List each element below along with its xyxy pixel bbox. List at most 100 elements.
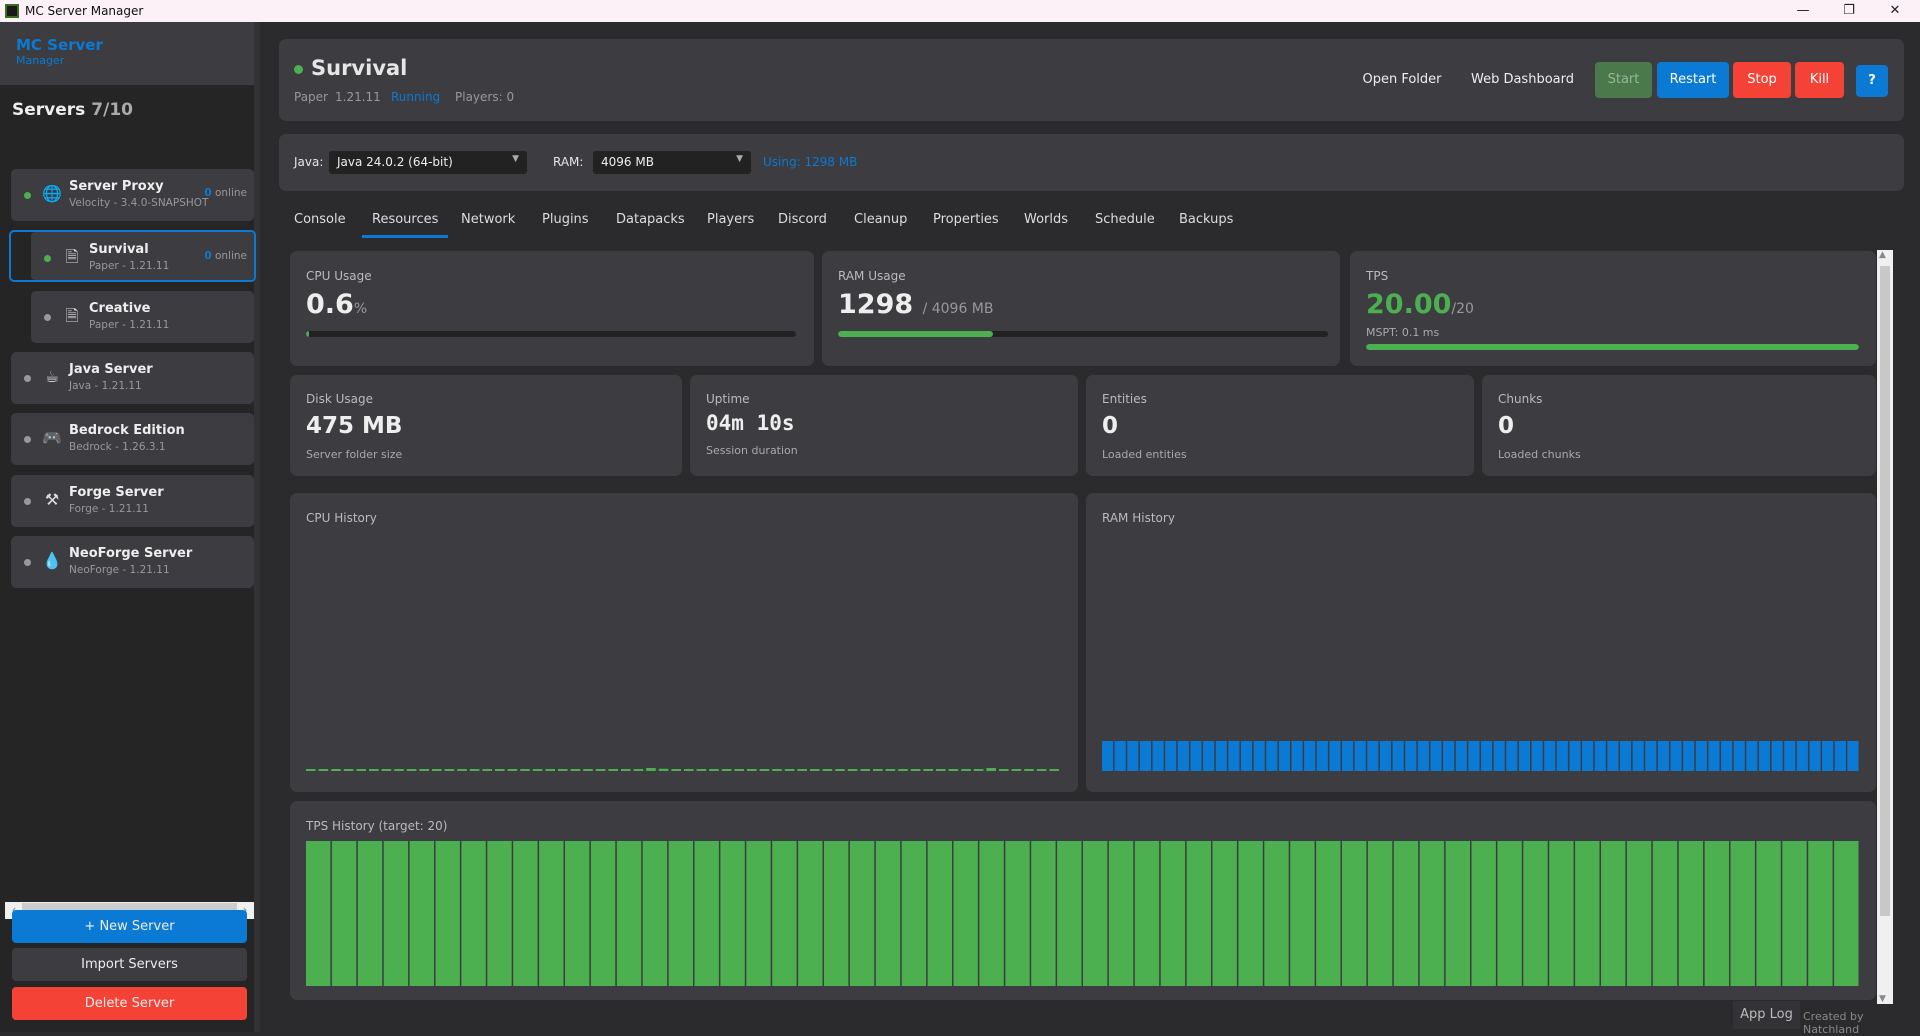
server-item[interactable]: 🌐 Server Proxy Velocity - 3.4.0-SNAPSHOT 0 … [11,169,254,221]
cpu-history-bar [759,769,770,771]
credit-text: Created by Natchland [1803,1010,1864,1036]
uptime-label: Uptime [706,392,750,406]
cpu-history-bar [696,769,707,771]
cpu-history-chart [306,768,1059,771]
server-type: Paper [294,90,328,104]
minimize-button[interactable]: — [1796,3,1810,18]
help-button[interactable]: ? [1856,65,1888,97]
kill-button[interactable]: Kill [1795,62,1844,98]
tps-history-bar [1549,841,1574,986]
tps-history-bar [1471,841,1496,986]
app-logo-icon [5,4,19,18]
tps-history-bar [1186,841,1211,986]
tps-history-bar [1523,841,1548,986]
ram-history-bar [1354,741,1366,771]
scrollbar-thumb[interactable] [1880,266,1890,916]
servers-heading: Servers 7/10 [12,100,133,120]
server-item[interactable]: 🗎 Creative Paper - 1.21.11 [31,291,254,343]
cpu-history-bar [469,769,480,771]
ram-history-bar [1114,741,1126,771]
tps-history-bar [1160,841,1186,986]
tps-history-bar [720,841,745,986]
java-select[interactable]: Java 24.0.2 (64-bit) ▼ [329,151,527,174]
tps-history-bar [849,841,875,986]
tps-history-bar [513,841,538,986]
start-button[interactable]: Start [1595,62,1652,98]
tab-resources[interactable]: Resources [362,212,449,238]
tps-unit: /20 [1451,301,1474,317]
ram-history-bar [1278,741,1290,771]
web-dashboard-button[interactable]: Web Dashboard [1470,72,1574,87]
cpu-history-bar [356,769,366,771]
tab-console[interactable]: Console [294,212,346,227]
cpu-history-bar [419,769,429,771]
ram-history-bar [1834,741,1846,771]
open-folder-button[interactable]: Open Folder [1362,72,1442,87]
ram-history-bar [1127,741,1139,771]
new-server-button[interactable]: + New Server [12,910,247,943]
tps-history-bar [409,841,434,986]
tab-players[interactable]: Players [707,212,755,227]
server-subtitle: Paper - 1.21.11 [89,260,170,272]
sidebar: MC Server Manager Servers 7/10 🌐 Server Pr… [0,22,260,1032]
maximize-button[interactable]: ❐ [1843,3,1855,18]
cpu-progress-bar [306,331,796,337]
tps-history-bar [435,841,460,986]
entities-card: Entities 0 Loaded entities [1086,375,1474,476]
ram-progress-bar [838,331,1328,337]
close-button[interactable]: ✕ [1889,3,1901,18]
online-count: 0 online [204,250,247,262]
server-name: Bedrock Edition [69,423,185,438]
server-subtitle: NeoForge - 1.21.11 [69,564,170,576]
disk-label: Disk Usage [306,392,373,406]
app-log-button[interactable]: App Log [1733,1001,1800,1029]
cpu-history-bar [394,769,404,771]
server-item[interactable]: ☕ Java Server Java - 1.21.11 [11,352,254,404]
entities-label: Entities [1102,392,1147,406]
tps-history-bar [772,841,797,986]
brand-title: MC Server [16,36,103,54]
tab-datapacks[interactable]: Datapacks [616,212,685,227]
ram-history-bar [1556,741,1568,771]
tab-plugins[interactable]: Plugins [542,212,589,227]
tab-schedule[interactable]: Schedule [1095,212,1155,227]
tps-history-bar [642,841,668,986]
ram-history-bar [1531,741,1543,771]
tab-discord[interactable]: Discord [778,212,827,227]
document-icon: 🗎 [65,306,79,325]
tps-history-bar [1238,841,1263,986]
scroll-down-icon[interactable]: ▼ [1879,994,1886,1004]
status-dot [44,314,51,321]
cpu-history-bar [873,769,883,771]
cpu-unit: % [353,301,368,317]
server-subtitle: Velocity - 3.4.0-SNAPSHOT [69,197,209,209]
tab-worlds[interactable]: Worlds [1024,212,1069,227]
server-item[interactable]: 🗎 Survival Paper - 1.21.11 0 online [9,230,256,282]
vertical-scrollbar[interactable]: ▲ ▼ [1877,250,1893,1004]
cpu-history-bar [432,769,442,771]
server-item[interactable]: ⚒ Forge Server Forge - 1.21.11 [11,475,254,527]
ram-select[interactable]: 4096 MB ▼ [593,151,751,174]
restart-button[interactable]: Restart [1657,62,1729,98]
scroll-up-icon[interactable]: ▲ [1879,250,1886,260]
status-dot [24,192,31,199]
delete-server-button[interactable]: Delete Server [12,987,247,1020]
cpu-history-bar [936,769,946,771]
servers-heading-label: Servers [12,100,86,120]
tab-cleanup[interactable]: Cleanup [854,212,908,227]
import-servers-button[interactable]: Import Servers [12,948,247,981]
server-item[interactable]: 💧 NeoForge Server NeoForge - 1.21.11 [11,536,254,588]
tab-properties[interactable]: Properties [933,212,999,227]
cpu-history-bar [923,769,933,771]
tps-history-bar [875,841,901,986]
tab-backups[interactable]: Backups [1179,212,1234,227]
tps-history-bar [383,841,409,986]
ram-history-bar [1632,741,1644,771]
tps-history-bar [1393,841,1419,986]
tab-network[interactable]: Network [461,212,516,227]
stop-button[interactable]: Stop [1733,62,1791,98]
server-item[interactable]: 🎮 Bedrock Edition Bedrock - 1.26.3.1 [11,413,254,465]
ram-history-bar [1758,741,1771,771]
tps-value-number: 20.00 [1366,289,1452,320]
cpu-history-bar [709,769,719,771]
